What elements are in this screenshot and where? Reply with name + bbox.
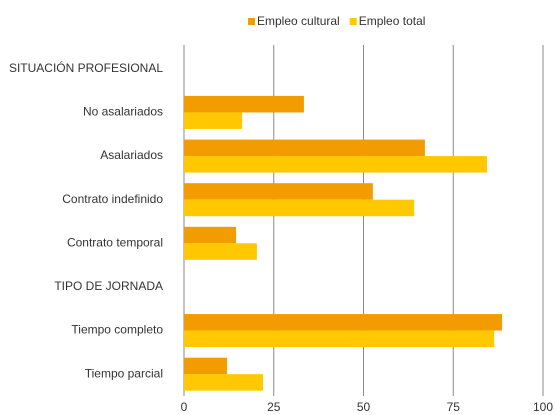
bar: [184, 374, 263, 391]
bar: [184, 330, 495, 348]
x-tick-label: 0: [181, 400, 188, 414]
bar: [184, 357, 228, 375]
bar: [184, 156, 487, 173]
y-tick-label: TIPO DE JORNADA: [54, 279, 163, 293]
y-tick-label: No asalariados: [83, 105, 163, 119]
bar: [184, 243, 257, 260]
y-tick-label: Contrato temporal: [67, 235, 163, 249]
y-tick-label: Tiempo parcial: [85, 366, 163, 380]
bar: [184, 314, 503, 331]
x-tick-label: 75: [447, 400, 461, 414]
bar: [184, 112, 243, 129]
x-tick-label: 25: [267, 400, 281, 414]
legend-swatch: [248, 18, 255, 25]
y-tick-label: Contrato indefinido: [62, 192, 163, 206]
bar: [184, 95, 304, 113]
bar: [184, 183, 373, 200]
y-tick-label: Asalariados: [100, 148, 163, 162]
x-tick-label: 50: [357, 400, 371, 414]
legend-label: Empleo cultural: [257, 14, 340, 28]
y-tick-label: SITUACIÓN PROFESIONAL: [9, 60, 163, 75]
bar: [184, 226, 237, 244]
legend-swatch: [349, 18, 357, 25]
y-tick-label: Tiempo completo: [71, 323, 163, 337]
legend-label: Empleo total: [359, 14, 426, 28]
bar: [184, 199, 415, 217]
x-tick-label: 100: [533, 400, 553, 414]
bar: [184, 139, 425, 157]
